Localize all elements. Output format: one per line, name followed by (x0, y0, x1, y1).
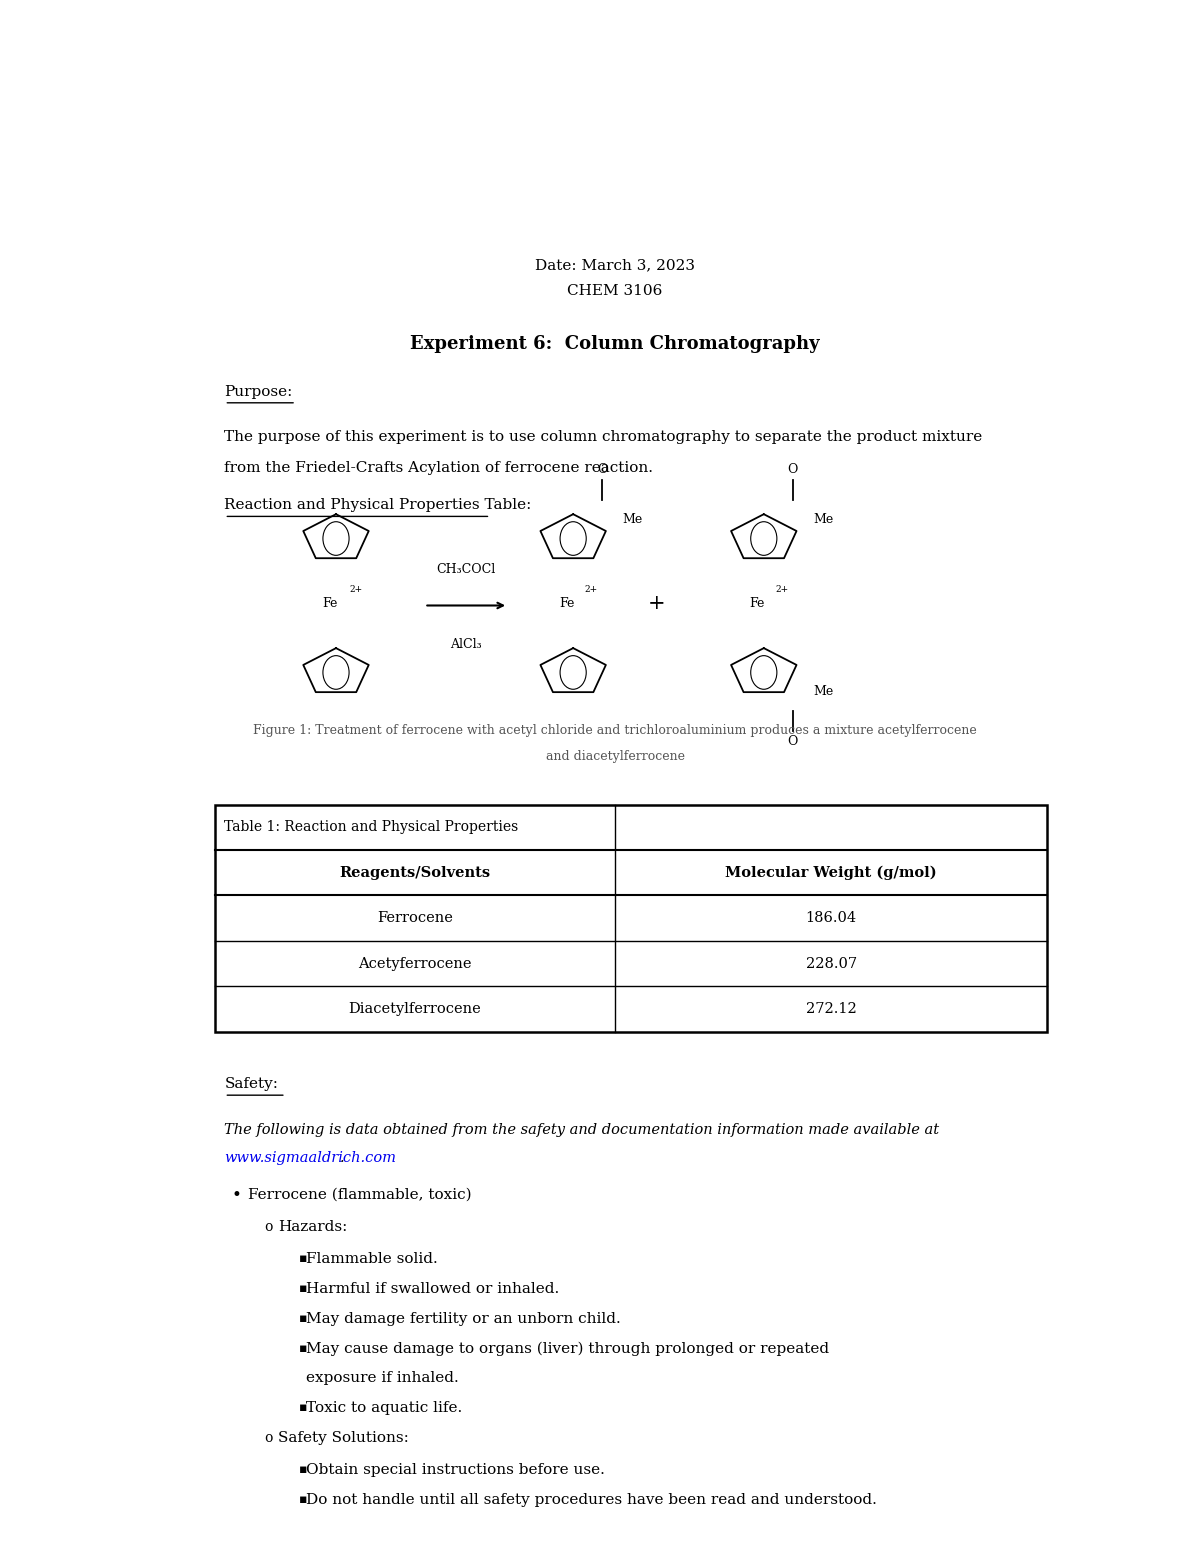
Text: May damage fertility or an unborn child.: May damage fertility or an unborn child. (306, 1312, 620, 1326)
Text: and diacetylferrocene: and diacetylferrocene (546, 750, 684, 763)
Text: Ferrocene: Ferrocene (377, 912, 452, 926)
Text: AlCl₃: AlCl₃ (450, 638, 482, 651)
Text: Acetyferrocene: Acetyferrocene (359, 957, 472, 971)
Text: 272.12: 272.12 (806, 1002, 857, 1016)
Text: •: • (232, 1186, 241, 1204)
Text: Hazards:: Hazards: (278, 1219, 348, 1233)
Text: Safety Solutions:: Safety Solutions: (278, 1432, 409, 1446)
Text: Diacetylferrocene: Diacetylferrocene (349, 1002, 481, 1016)
Text: exposure if inhaled.: exposure if inhaled. (306, 1371, 458, 1385)
Text: 228.07: 228.07 (805, 957, 857, 971)
Text: ▪: ▪ (299, 1312, 307, 1325)
Text: Figure 1: Treatment of ferrocene with acetyl chloride and trichloroaluminium pro: Figure 1: Treatment of ferrocene with ac… (253, 725, 977, 738)
Text: Reagents/Solvents: Reagents/Solvents (340, 865, 491, 879)
Text: from the Friedel-Crafts Acylation of ferrocene reaction.: from the Friedel-Crafts Acylation of fer… (224, 461, 653, 475)
Text: The purpose of this experiment is to use column chromatography to separate the p: The purpose of this experiment is to use… (224, 430, 983, 444)
Text: +: + (648, 593, 666, 612)
Text: CHEM 3106: CHEM 3106 (568, 284, 662, 298)
Text: May cause damage to organs (liver) through prolonged or repeated: May cause damage to organs (liver) throu… (306, 1342, 829, 1356)
Text: Experiment 6:  Column Chromatography: Experiment 6: Column Chromatography (410, 334, 820, 353)
Text: Reaction and Physical Properties Table:: Reaction and Physical Properties Table: (224, 499, 532, 512)
Text: 186.04: 186.04 (805, 912, 857, 926)
Text: Fe: Fe (323, 596, 338, 610)
Text: o: o (264, 1432, 272, 1446)
Text: ▪: ▪ (299, 1252, 307, 1264)
Text: CH₃COCl: CH₃COCl (437, 562, 496, 576)
Text: Purpose:: Purpose: (224, 385, 293, 399)
Text: 2+: 2+ (584, 584, 598, 593)
Text: Ferrocene (flammable, toxic): Ferrocene (flammable, toxic) (247, 1186, 472, 1202)
Text: Date: March 3, 2023: Date: March 3, 2023 (535, 258, 695, 272)
Bar (215, 804, 1048, 1031)
Text: Harmful if swallowed or inhaled.: Harmful if swallowed or inhaled. (306, 1281, 559, 1295)
Text: ▪: ▪ (299, 1342, 307, 1354)
Text: Flammable solid.: Flammable solid. (306, 1252, 438, 1266)
Text: O: O (596, 463, 607, 477)
Text: Safety:: Safety: (224, 1078, 278, 1092)
Text: Me: Me (814, 512, 833, 526)
Text: Fe: Fe (559, 596, 575, 610)
Text: Do not handle until all safety procedures have been read and understood.: Do not handle until all safety procedure… (306, 1494, 877, 1508)
Text: The following is data obtained from the safety and documentation information mad: The following is data obtained from the … (224, 1123, 940, 1137)
Text: Toxic to aquatic life.: Toxic to aquatic life. (306, 1401, 462, 1415)
Text: Me: Me (814, 685, 833, 699)
Text: Fe: Fe (750, 596, 764, 610)
Text: Me: Me (623, 512, 643, 526)
Text: O: O (787, 463, 798, 477)
Text: 2+: 2+ (775, 584, 788, 593)
Text: ▪: ▪ (299, 1494, 307, 1506)
Text: ▪: ▪ (299, 1401, 307, 1415)
Text: Obtain special instructions before use.: Obtain special instructions before use. (306, 1463, 605, 1477)
Text: 2+: 2+ (349, 584, 362, 593)
Text: www.sigmaaldrich.com: www.sigmaaldrich.com (224, 1151, 396, 1165)
Text: .: . (340, 1151, 344, 1165)
Text: ▪: ▪ (299, 1281, 307, 1295)
Text: ▪: ▪ (299, 1463, 307, 1477)
Text: Table 1: Reaction and Physical Properties: Table 1: Reaction and Physical Propertie… (224, 820, 518, 834)
Text: O: O (787, 735, 798, 747)
Text: o: o (264, 1219, 272, 1233)
Text: Molecular Weight (g/mol): Molecular Weight (g/mol) (726, 865, 937, 881)
